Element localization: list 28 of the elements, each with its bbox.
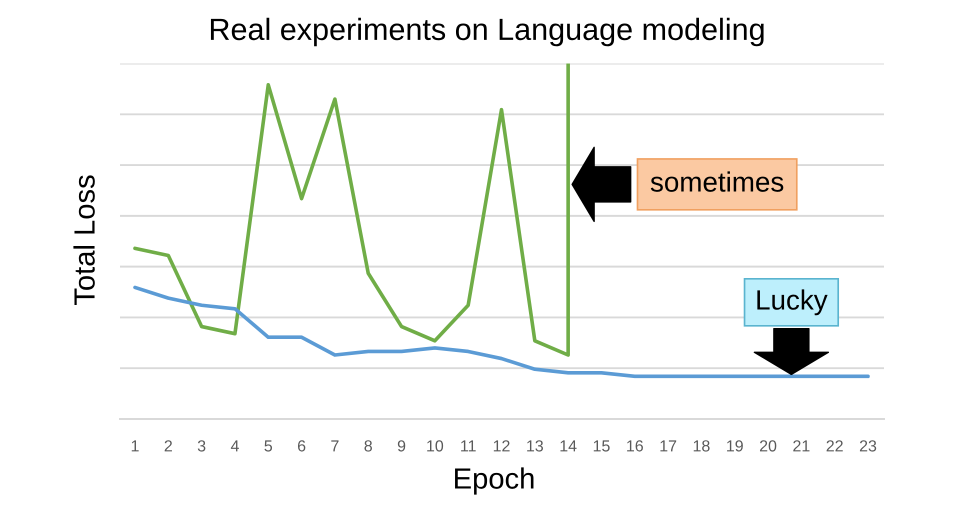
x-tick-label: 13: [527, 440, 543, 452]
x-tick-label: 6: [298, 440, 306, 452]
x-tick-label: 19: [727, 440, 743, 452]
x-tick-label: 5: [264, 440, 272, 452]
x-tick-label: 20: [760, 440, 776, 452]
x-tick-label: 7: [331, 440, 339, 452]
x-axis-title: Epoch: [455, 467, 534, 495]
x-tick-label: 15: [594, 440, 610, 452]
chart-title: Real experiments on Language modeling: [210, 18, 764, 46]
x-tick-label: 21: [793, 440, 810, 452]
y-axis-title: Total Loss: [73, 175, 95, 305]
x-tick-label: 11: [461, 440, 476, 452]
annotation: Lucky: [757, 289, 828, 316]
x-tick-label: 23: [860, 440, 876, 452]
x-tick-label: 17: [660, 440, 676, 452]
x-tick-label: 3: [198, 440, 206, 452]
x-tick-label: 4: [230, 440, 239, 452]
x-tick-label: 14: [560, 440, 577, 452]
annotation: sometimes: [650, 171, 784, 192]
x-tick-label: 10: [427, 440, 444, 452]
x-tick-label: 1: [132, 440, 139, 452]
x-tick-label: 22: [826, 440, 843, 452]
x-tick-label: 9: [398, 440, 406, 452]
x-tick-label: 12: [494, 440, 510, 452]
x-tick-label: 8: [364, 440, 372, 452]
x-tick-label: 16: [627, 440, 643, 452]
x-tick-label: 2: [164, 440, 172, 452]
x-tick-label: 18: [694, 440, 710, 452]
